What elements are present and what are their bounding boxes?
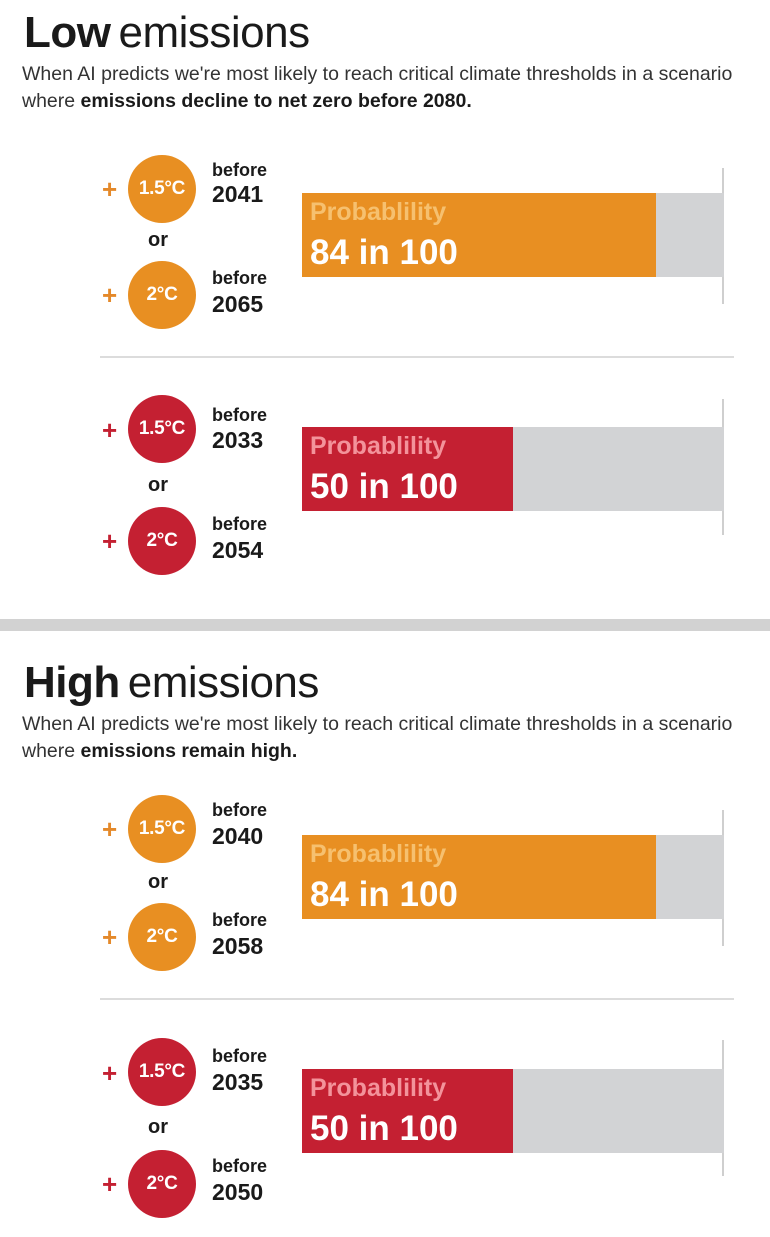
probability-bar: Probablility 50 in 100 <box>302 427 724 511</box>
plus-sign: + <box>102 1058 118 1088</box>
threshold-label: 2°C <box>146 926 178 947</box>
threshold-label: 1.5°C <box>138 178 186 199</box>
bar-fill: Probablility 50 in 100 <box>302 427 513 511</box>
threshold-label: 2°C <box>146 1173 178 1194</box>
threshold-block: + 1.5°C before 2033 or + 2°C before 2054… <box>0 385 770 575</box>
threshold-circle: 2°C <box>128 507 196 575</box>
probability-value: 84 in 100 <box>310 233 458 272</box>
section-title: Low emissions <box>24 8 310 58</box>
year-label: 2054 <box>212 537 264 563</box>
low-emissions-section: Low emissions When AI predicts we're most… <box>0 0 770 615</box>
high-emissions-section: High emissions When AI predicts we're mos… <box>0 650 770 1237</box>
bar-fill: Probablility 84 in 100 <box>302 193 657 277</box>
threshold-circle: 1.5°C <box>128 155 196 223</box>
probability-value: 50 in 100 <box>310 1109 458 1148</box>
plus-sign: + <box>102 280 118 310</box>
bar-fill: Probablility 50 in 100 <box>302 1069 513 1153</box>
threshold-circle: 2°C <box>128 1150 196 1218</box>
title-strong: Low <box>24 8 111 57</box>
subtitle-plain: When AI predicts we're most likely to re… <box>22 713 733 762</box>
threshold-label: 2°C <box>146 284 178 305</box>
probability-value: 50 in 100 <box>310 467 458 506</box>
probability-label: Probablility <box>310 432 447 460</box>
threshold-circle: 2°C <box>128 903 196 971</box>
threshold-block: + 1.5°C before 2035 or + 2°C before 2050… <box>0 1028 770 1218</box>
subtitle-plain: When AI predicts we're most likely to re… <box>22 63 733 112</box>
threshold-label: 1.5°C <box>138 818 186 839</box>
section-separator <box>0 619 770 631</box>
block-divider <box>100 998 734 1000</box>
year-label: 2033 <box>212 427 264 453</box>
year-label: 2041 <box>212 181 264 207</box>
threshold-circle: 2°C <box>128 261 196 329</box>
plus-sign: + <box>102 526 118 556</box>
subtitle-bold: emissions remain high. <box>80 740 298 762</box>
probability-label: Probablility <box>310 198 447 226</box>
before-label: before <box>212 160 268 180</box>
year-label: 2050 <box>212 1179 264 1205</box>
probability-bar: Probablility 84 in 100 <box>302 835 724 919</box>
year-label: 2065 <box>212 291 264 317</box>
section-subtitle: When AI predicts we're most likely to re… <box>22 711 752 765</box>
or-label: or <box>148 474 168 496</box>
title-strong: High <box>24 658 120 707</box>
probability-value: 84 in 100 <box>310 875 458 914</box>
title-light: emissions <box>127 658 320 707</box>
year-label: 2035 <box>212 1069 264 1095</box>
before-label: before <box>212 1046 268 1066</box>
or-label: or <box>148 871 168 893</box>
or-label: or <box>148 1116 168 1138</box>
subtitle-bold: emissions decline to net zero before 208… <box>80 90 472 112</box>
plus-sign: + <box>102 922 118 952</box>
threshold-circle: 1.5°C <box>128 1038 196 1106</box>
plus-sign: + <box>102 174 118 204</box>
year-label: 2058 <box>212 933 264 959</box>
threshold-block: + 1.5°C before 2041 or + 2°C before 2065… <box>0 150 770 340</box>
probability-label: Probablility <box>310 840 447 868</box>
before-label: before <box>212 514 268 534</box>
threshold-block: + 1.5°C before 2040 or + 2°C before 2058… <box>0 792 770 982</box>
title-light: emissions <box>118 8 310 57</box>
section-subtitle: When AI predicts we're most likely to re… <box>22 61 752 115</box>
block-divider <box>100 356 734 358</box>
probability-bar: Probablility 50 in 100 <box>302 1069 724 1153</box>
plus-sign: + <box>102 415 118 445</box>
before-label: before <box>212 910 268 930</box>
threshold-label: 1.5°C <box>138 418 186 439</box>
threshold-label: 1.5°C <box>138 1061 186 1082</box>
threshold-label: 2°C <box>146 530 178 551</box>
or-label: or <box>148 229 168 251</box>
year-label: 2040 <box>212 823 264 849</box>
threshold-circle: 1.5°C <box>128 795 196 863</box>
probability-label: Probablility <box>310 1074 447 1102</box>
plus-sign: + <box>102 814 118 844</box>
before-label: before <box>212 1156 268 1176</box>
threshold-circle: 1.5°C <box>128 395 196 463</box>
section-title: High emissions <box>24 658 319 708</box>
before-label: before <box>212 268 268 288</box>
before-label: before <box>212 800 268 820</box>
plus-sign: + <box>102 1169 118 1199</box>
bar-fill: Probablility 84 in 100 <box>302 835 657 919</box>
before-label: before <box>212 405 268 425</box>
probability-bar: Probablility 84 in 100 <box>302 193 724 277</box>
